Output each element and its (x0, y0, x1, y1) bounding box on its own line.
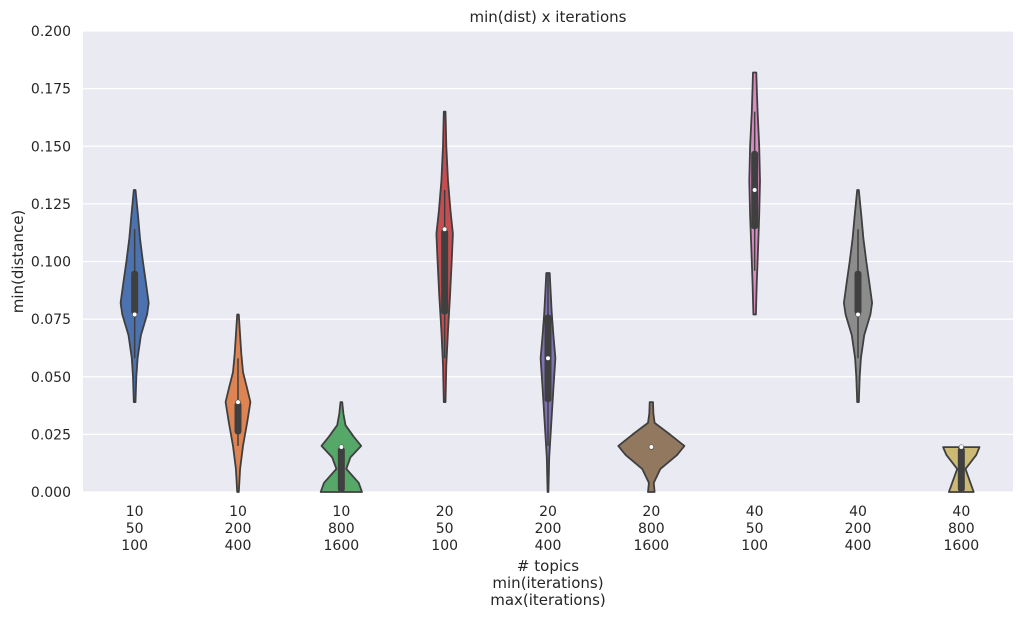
y-tick-label: 0.025 (31, 427, 71, 443)
x-tick-label-line: 100 (431, 538, 458, 554)
x-tick-label-line: 50 (746, 521, 764, 537)
x-tick-label: 10 50 100 (121, 504, 148, 554)
y-tick-labels: 0.000 0.025 0.050 0.075 0.100 0.125 0.150 0.175… (31, 24, 71, 501)
x-axis-label-line: min(iterations) (492, 574, 603, 592)
x-tick-label-line: 1600 (324, 538, 360, 554)
y-tick-label: 0.050 (31, 370, 71, 386)
x-tick-label-line: 20 (436, 504, 454, 520)
y-tick-label: 0.200 (31, 24, 71, 40)
violin-box (854, 270, 862, 315)
median-point (442, 226, 448, 232)
violin-box (131, 270, 139, 315)
violin-group (617, 401, 686, 493)
x-tick-label-line: 400 (225, 538, 252, 554)
violin-group (843, 189, 873, 403)
x-tick-label-line: 200 (845, 521, 872, 537)
x-tick-label: 40 800 1600 (944, 504, 980, 554)
violin-box (234, 402, 242, 435)
x-tick-label: 40 200 400 (845, 504, 872, 554)
x-tick-label: 40 50 100 (741, 504, 768, 554)
x-tick-label-line: 200 (225, 521, 252, 537)
median-point (648, 444, 654, 450)
median-point (545, 355, 551, 361)
x-tick-label: 20 50 100 (431, 504, 458, 554)
violin-group (748, 71, 761, 316)
x-tick-label-line: 800 (948, 521, 975, 537)
x-axis-label-line: max(iterations) (490, 591, 606, 609)
violin-box (337, 447, 345, 492)
chart-title: min(dist) x iterations (470, 8, 627, 26)
x-tick-label-line: 40 (849, 504, 867, 520)
median-point (958, 444, 964, 450)
x-tick-label-line: 400 (845, 538, 872, 554)
y-tick-label: 0.175 (31, 82, 71, 98)
x-tick-label: 10 200 400 (225, 504, 252, 554)
x-tick-label-line: 50 (436, 521, 454, 537)
violin-box (957, 447, 965, 492)
x-tick-label-line: 50 (126, 521, 144, 537)
violin-group (942, 444, 981, 493)
violin-group (224, 313, 252, 493)
x-tick-label-line: 100 (121, 538, 148, 554)
x-tick-label-line: 10 (229, 504, 247, 520)
violin-box (441, 229, 449, 315)
violins (119, 71, 981, 493)
x-tick-label-line: 40 (746, 504, 764, 520)
x-tick-label: 20 200 400 (535, 504, 562, 554)
y-axis-label: min(distance) (9, 210, 27, 314)
x-tick-label: 20 800 1600 (634, 504, 670, 554)
x-tick-label-line: 400 (535, 538, 562, 554)
x-axis-label: # topics min(iterations) max(iterations) (490, 557, 606, 609)
y-tick-label: 0.150 (31, 139, 71, 155)
x-tick-label: 10 800 1600 (324, 504, 360, 554)
x-tick-label-line: 10 (126, 504, 144, 520)
median-point (235, 399, 241, 405)
x-tick-label-line: 100 (741, 538, 768, 554)
x-axis-label-text: # topics min(iterations) max(iterations) (490, 557, 606, 609)
y-tick-label: 0.000 (31, 485, 71, 501)
x-tick-label-line: 800 (638, 521, 665, 537)
x-tick-label-line: 40 (952, 504, 970, 520)
median-point (855, 311, 861, 318)
x-tick-label-line: 10 (332, 504, 350, 520)
x-tick-label-line: 1600 (634, 538, 670, 554)
x-tick-label-line: 1600 (944, 538, 980, 554)
x-axis-label-line: # topics (517, 557, 579, 575)
x-tick-label-line: 800 (328, 521, 355, 537)
y-tick-label: 0.125 (31, 197, 71, 213)
median-point (338, 444, 344, 450)
violin-group (119, 189, 150, 403)
median-point (132, 311, 138, 318)
violin-group (319, 401, 363, 493)
violin-group (539, 272, 557, 493)
y-tick-label: 0.100 (31, 255, 71, 271)
y-tick-label: 0.075 (31, 312, 71, 328)
median-point (752, 187, 758, 193)
x-tick-label-line: 20 (539, 504, 557, 520)
x-tick-label-line: 20 (642, 504, 660, 520)
x-tick-label-line: 200 (535, 521, 562, 537)
violin-group (435, 110, 454, 403)
